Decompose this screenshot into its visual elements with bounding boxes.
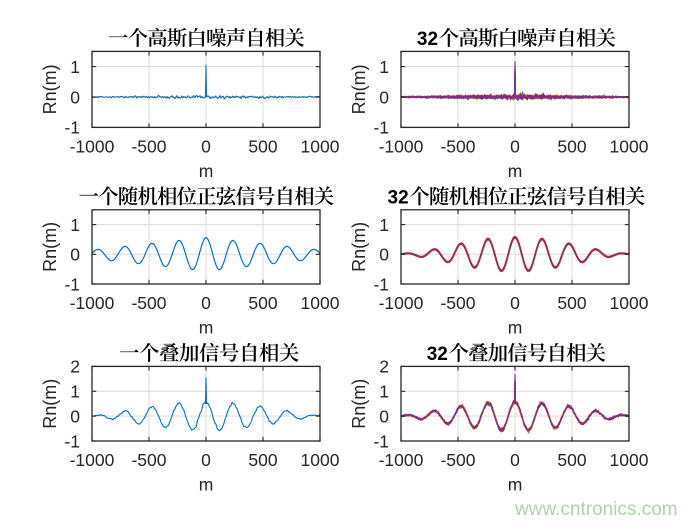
- svg-text:32: 32: [427, 344, 448, 365]
- svg-text:0: 0: [379, 87, 389, 107]
- svg-text:Rn(m): Rn(m): [40, 379, 60, 429]
- svg-text:2: 2: [379, 357, 389, 377]
- svg-text:500: 500: [557, 450, 586, 470]
- svg-text:0: 0: [510, 136, 520, 156]
- svg-text:0: 0: [70, 245, 80, 265]
- svg-text:-1: -1: [373, 118, 389, 138]
- svg-text:500: 500: [248, 450, 277, 470]
- svg-text:-500: -500: [131, 136, 166, 156]
- svg-text:1: 1: [379, 215, 389, 235]
- svg-text:1000: 1000: [610, 293, 649, 313]
- svg-text:-1: -1: [64, 274, 80, 294]
- svg-text:500: 500: [248, 136, 277, 156]
- svg-text:500: 500: [248, 293, 277, 313]
- svg-text:-1000: -1000: [379, 450, 424, 470]
- svg-text:-500: -500: [131, 293, 166, 313]
- svg-text:-1000: -1000: [70, 293, 115, 313]
- svg-text:1000: 1000: [610, 450, 649, 470]
- svg-text:m: m: [199, 475, 214, 495]
- svg-text:1: 1: [70, 215, 80, 235]
- svg-text:Rn(m): Rn(m): [349, 222, 369, 272]
- svg-text:0: 0: [201, 293, 211, 313]
- svg-text:1: 1: [379, 382, 389, 402]
- svg-text:-1: -1: [64, 431, 80, 451]
- svg-text:0: 0: [201, 450, 211, 470]
- svg-text:m: m: [199, 161, 214, 181]
- svg-text:32: 32: [417, 29, 438, 50]
- svg-text:0: 0: [379, 406, 389, 426]
- svg-text:-1000: -1000: [70, 136, 115, 156]
- svg-text:-1000: -1000: [70, 450, 115, 470]
- svg-text:-500: -500: [440, 293, 475, 313]
- svg-text:www.cntronics.com: www.cntronics.com: [514, 499, 678, 520]
- svg-text:m: m: [508, 161, 523, 181]
- svg-text:1000: 1000: [301, 136, 340, 156]
- svg-text:Rn(m): Rn(m): [349, 64, 369, 114]
- svg-text:1000: 1000: [301, 293, 340, 313]
- svg-text:500: 500: [557, 136, 586, 156]
- svg-text:Rn(m): Rn(m): [349, 379, 369, 429]
- svg-text:1000: 1000: [301, 450, 340, 470]
- svg-text:0: 0: [510, 293, 520, 313]
- svg-text:m: m: [199, 318, 214, 338]
- svg-text:0: 0: [70, 406, 80, 426]
- svg-text:-1000: -1000: [379, 136, 424, 156]
- svg-text:Rn(m): Rn(m): [40, 222, 60, 272]
- svg-text:m: m: [508, 475, 523, 495]
- svg-text:-500: -500: [131, 450, 166, 470]
- svg-text:1000: 1000: [610, 136, 649, 156]
- svg-text:500: 500: [557, 293, 586, 313]
- svg-text:0: 0: [510, 450, 520, 470]
- svg-text:0: 0: [379, 245, 389, 265]
- svg-text:-1: -1: [373, 431, 389, 451]
- svg-text:Rn(m): Rn(m): [40, 64, 60, 114]
- svg-text:1: 1: [379, 57, 389, 77]
- svg-text:2: 2: [70, 357, 80, 377]
- svg-text:0: 0: [201, 136, 211, 156]
- svg-text:-500: -500: [440, 450, 475, 470]
- svg-text:-1: -1: [373, 274, 389, 294]
- svg-text:-1: -1: [64, 118, 80, 138]
- svg-text:1: 1: [70, 57, 80, 77]
- svg-text:1: 1: [70, 382, 80, 402]
- svg-text:32: 32: [388, 188, 409, 209]
- svg-text:-500: -500: [440, 136, 475, 156]
- svg-text:0: 0: [70, 87, 80, 107]
- svg-text:-1000: -1000: [379, 293, 424, 313]
- svg-text:m: m: [508, 318, 523, 338]
